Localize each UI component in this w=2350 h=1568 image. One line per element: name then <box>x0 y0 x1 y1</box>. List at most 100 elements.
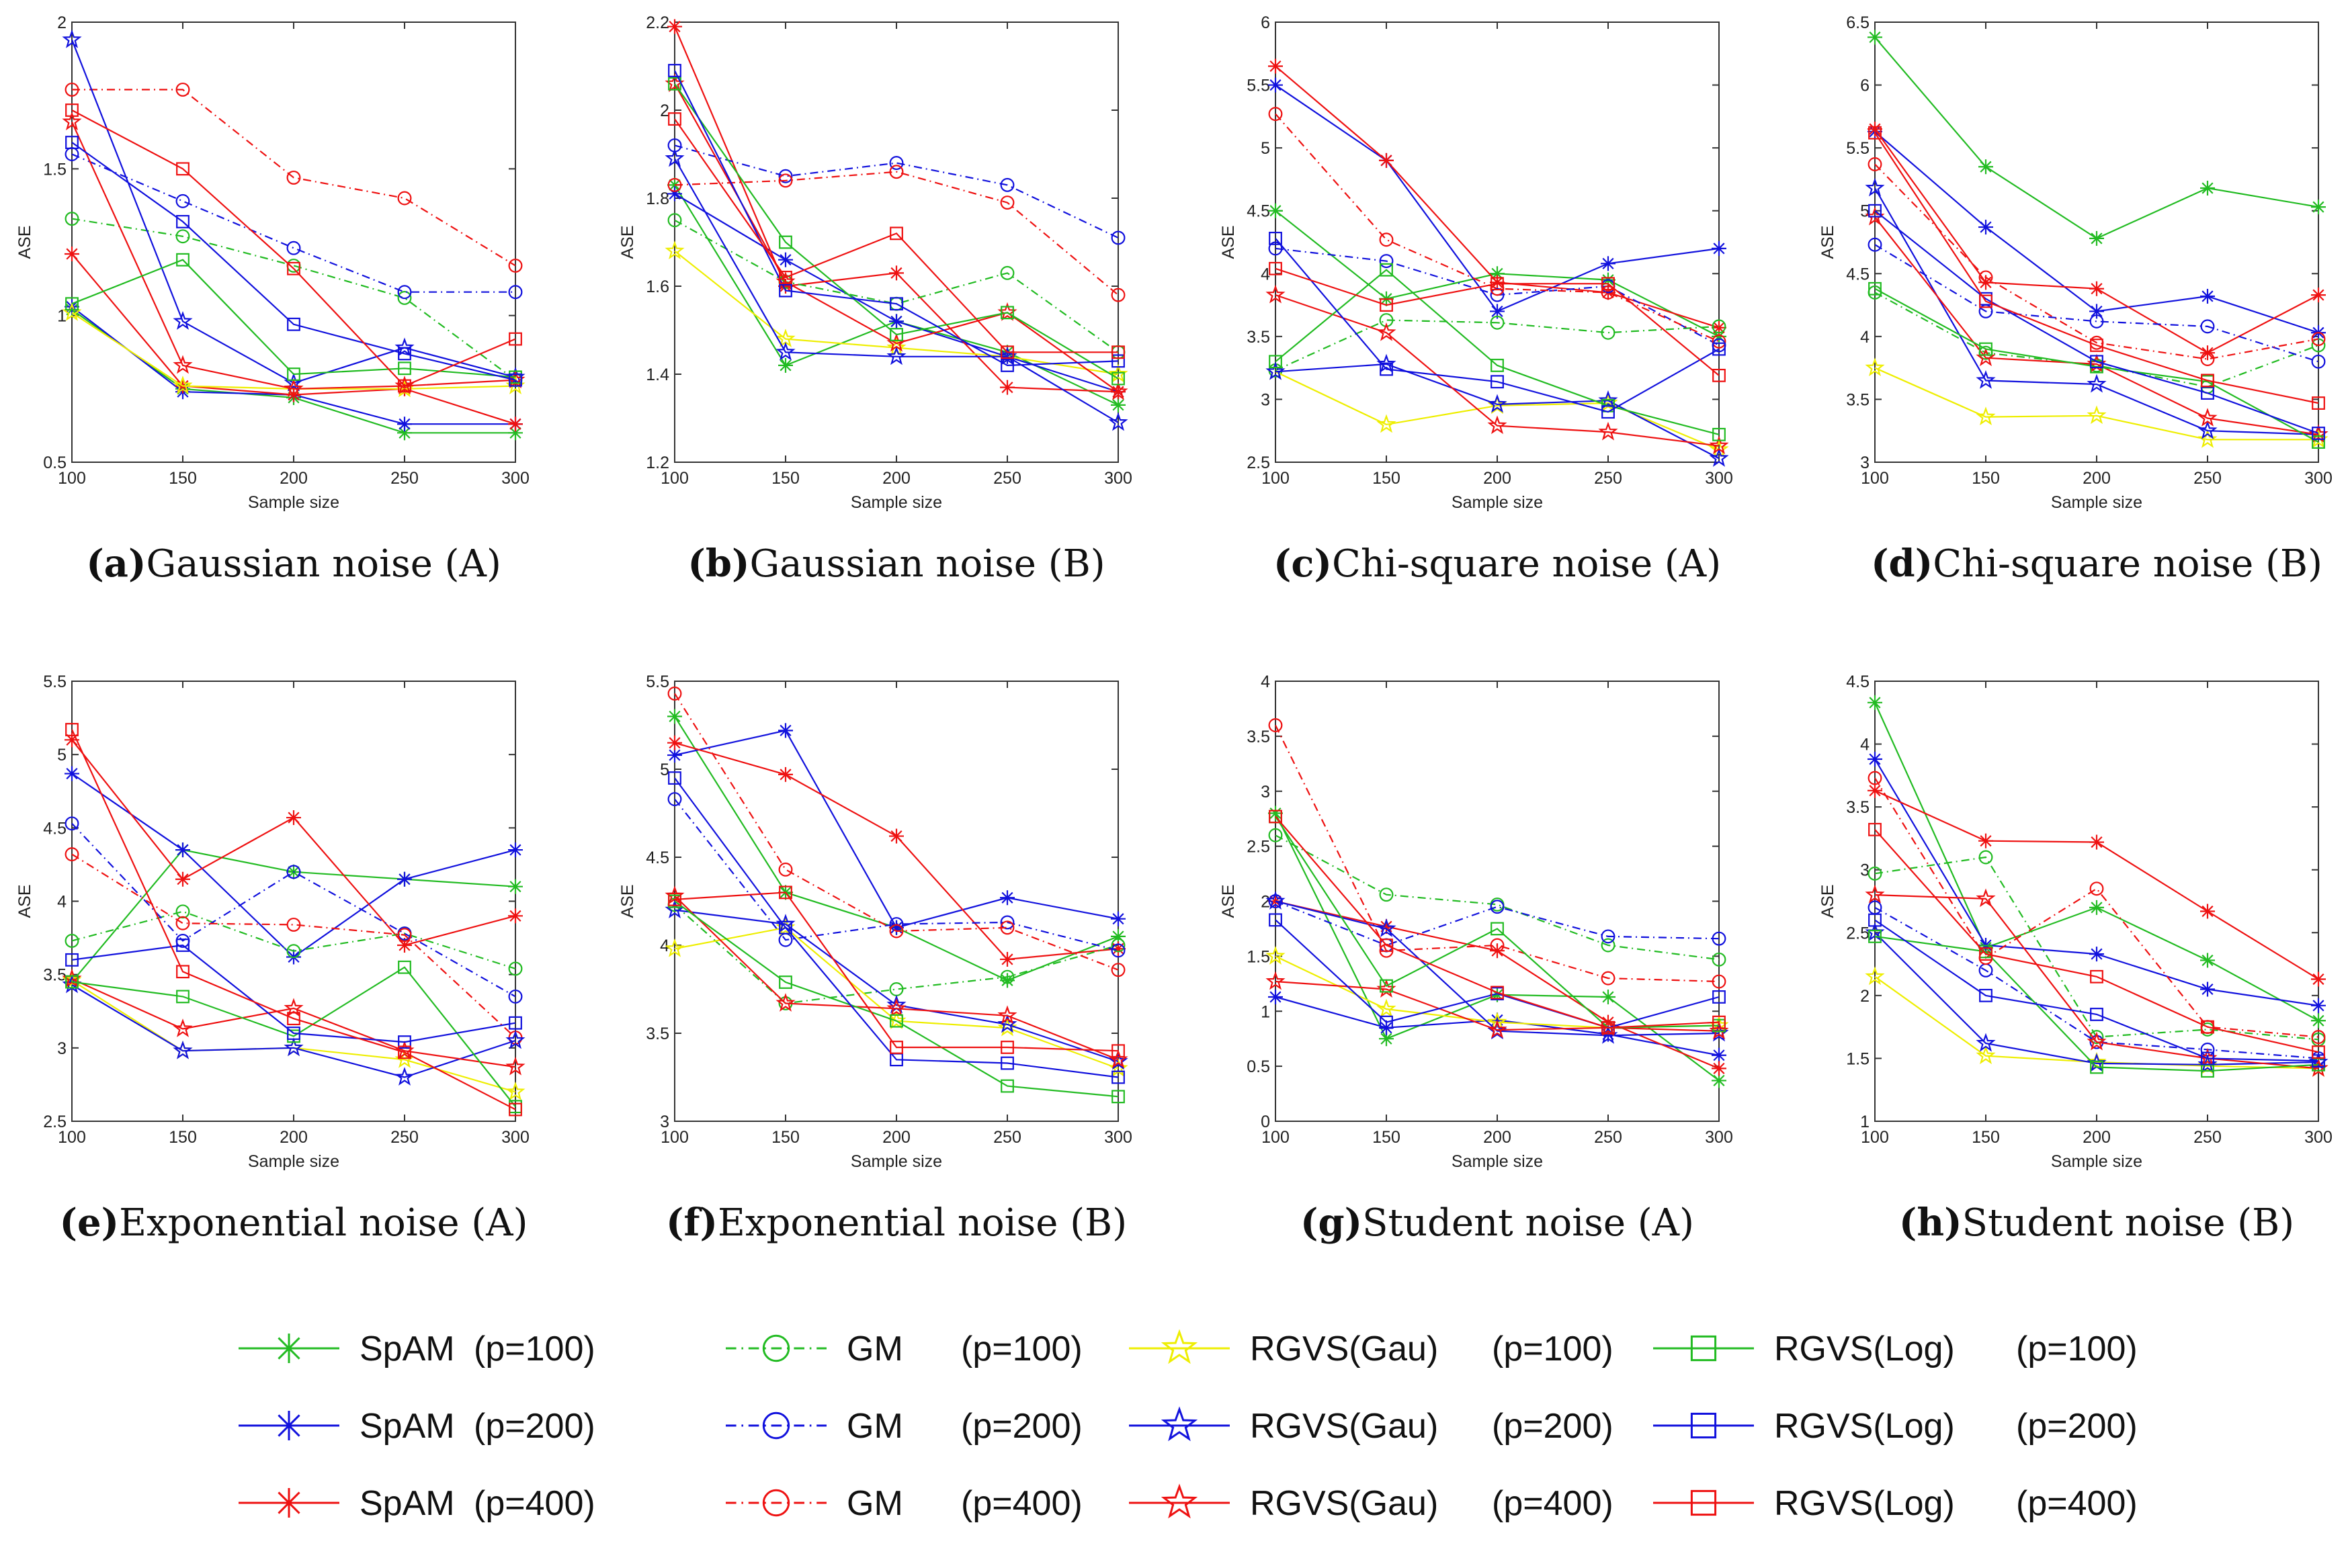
y-tick-label: 3 <box>1860 861 1870 880</box>
point-gm_200-marker-0 <box>667 792 682 806</box>
point-rgvs_log_200-marker-4 <box>2312 1054 2325 1068</box>
point-gm_100-marker-4 <box>1712 952 1726 967</box>
point-rgvs_gau_400-marker-2 <box>284 998 304 1017</box>
y-tick-label: 3.5 <box>1846 798 1870 817</box>
legend-p-label: (p=400) <box>1492 1484 1613 1523</box>
point-rgvs_log_100-marker-3 <box>1001 306 1014 320</box>
point-gm_400-marker-2 <box>286 917 301 932</box>
point-gm_200-marker-3 <box>2200 319 2215 334</box>
caption-letter: (e) <box>59 1201 120 1245</box>
caption-title: Chi-square noise (A) <box>1332 542 1722 586</box>
series-line-gm_400 <box>674 171 1119 296</box>
legend-entry-rgvs_log_400: RGVS(Log) (p=400) <box>1653 1484 2138 1523</box>
point-spam_100-marker-3 <box>397 425 412 441</box>
point-spam_100-marker-0 <box>1868 695 1882 710</box>
point-rgvs_log_100-marker-1 <box>176 253 190 267</box>
x-tick-label: 100 <box>1861 1128 1889 1147</box>
point-rgvs_log_100-marker-2 <box>890 328 903 341</box>
point-rgvs_gau_100-marker-1 <box>1976 1045 1996 1065</box>
point-spam_100-marker-2 <box>2089 900 2104 915</box>
x-tick-label: 200 <box>1483 1128 1511 1147</box>
y-tick-label: 5 <box>1261 139 1270 158</box>
x-tick-label: 150 <box>771 469 800 488</box>
point-gm_100-marker-2 <box>286 944 301 959</box>
point-rgvs_gau_400-marker-2 <box>1487 1019 1507 1039</box>
point-rgvs_log_200-marker-0 <box>65 953 79 967</box>
point-rgvs_gau_100-marker-1 <box>1976 406 1996 426</box>
series-line-gm_400 <box>72 89 516 267</box>
point-rgvs_log_200-marker-4 <box>509 1016 522 1030</box>
series-line-rgvs_gau_200 <box>674 158 1119 423</box>
point-rgvs_log_100-marker-3 <box>1001 1079 1014 1093</box>
y-tick-label: 3 <box>1261 783 1270 801</box>
point-spam_400-marker-1 <box>778 767 793 782</box>
series-line-rgvs_log_200 <box>1275 919 1720 1029</box>
point-rgvs_log_200-marker-1 <box>779 920 792 934</box>
legend-rgvs_log_100-marker <box>1690 1335 1717 1362</box>
point-spam_100-marker-4 <box>2311 200 2326 215</box>
caption-letter: (f) <box>665 1201 718 1245</box>
point-gm_100-marker-4 <box>1712 319 1726 334</box>
x-tick-label: 200 <box>882 1128 911 1147</box>
point-rgvs_log_100-marker-4 <box>1111 372 1125 386</box>
point-rgvs_log_400-marker-2 <box>2090 339 2103 352</box>
point-gm_200-marker-3 <box>397 285 412 300</box>
y-axis-label: ASE <box>1818 884 1837 918</box>
series-line-gm_200 <box>1874 906 2319 1059</box>
point-rgvs_log_200-marker-0 <box>668 64 681 77</box>
point-gm_100-marker-2 <box>2089 1030 2104 1045</box>
point-spam_200-marker-0 <box>1268 989 1283 1004</box>
series-line-rgvs_gau_400 <box>1874 216 2319 435</box>
series-line-rgvs_log_400 <box>674 891 1119 1052</box>
legend-entry-gm_200: GM (p=200) <box>726 1407 1083 1446</box>
point-rgvs_gau_200-marker-0 <box>665 148 685 167</box>
point-spam_100-marker-1 <box>1978 159 1993 175</box>
series-line-rgvs_log_400 <box>1275 267 1720 376</box>
caption-letter: (d) <box>1871 541 1933 586</box>
point-rgvs_log_200-marker-4 <box>1111 1070 1125 1084</box>
point-rgvs_gau_400-marker-0 <box>1265 284 1286 304</box>
point-rgvs_log_400-marker-3 <box>1001 345 1014 359</box>
point-rgvs_log_400-marker-0 <box>1269 810 1282 824</box>
x-tick-label: 100 <box>58 1128 86 1147</box>
point-rgvs_gau_200-marker-1 <box>1376 918 1396 937</box>
point-rgvs_gau_100-marker-1 <box>1376 998 1396 1018</box>
legend-gm_100-marker <box>762 1334 790 1362</box>
point-gm_200-marker-3 <box>1000 915 1015 930</box>
series-rgvs_log_100 <box>668 894 1125 1104</box>
series-rgvs_log_400 <box>1269 261 1726 382</box>
x-axis-label: Sample size <box>1452 493 1543 512</box>
point-rgvs_log_400-marker-3 <box>1001 1041 1014 1054</box>
point-rgvs_gau_100-marker-4 <box>1709 439 1729 458</box>
point-rgvs_log_400-marker-4 <box>1111 1044 1125 1058</box>
point-rgvs_log_200-marker-1 <box>1979 988 1992 1002</box>
legend-gm_400-marker <box>762 1489 790 1517</box>
point-rgvs_log_400-marker-2 <box>890 226 903 241</box>
point-rgvs_log_400-marker-0 <box>1868 126 1882 140</box>
series-rgvs_log_400 <box>668 885 1125 1058</box>
series-line-rgvs_log_100 <box>674 83 1119 380</box>
point-gm_200-marker-4 <box>1712 931 1726 946</box>
series-line-rgvs_gau_400 <box>1275 294 1720 447</box>
y-tick-label: 1.6 <box>646 277 669 296</box>
plot-area <box>1275 21 1720 463</box>
point-spam_100-marker-3 <box>2200 181 2215 196</box>
point-rgvs_gau_200-marker-2 <box>886 346 907 365</box>
series-line-gm_100 <box>1874 292 2319 388</box>
series-rgvs_log_400 <box>1868 822 2325 1059</box>
series-line-gm_100 <box>71 218 516 381</box>
point-rgvs_log_400-marker-4 <box>2312 1045 2325 1059</box>
point-rgvs_log_400-marker-1 <box>1979 294 1992 308</box>
y-tick-label: 3.5 <box>43 966 67 985</box>
series-line-gm_200 <box>71 153 515 293</box>
point-gm_400-marker-4 <box>2311 332 2326 347</box>
x-tick-label: 150 <box>1372 469 1400 488</box>
point-gm_200-marker-3 <box>1000 177 1015 192</box>
point-rgvs_log_100-marker-3 <box>2201 1064 2214 1078</box>
series-line-rgvs_log_100 <box>1275 269 1720 435</box>
point-spam_200-marker-1 <box>175 842 190 858</box>
x-tick-label: 300 <box>2304 1128 2333 1147</box>
y-tick-label: 4 <box>1261 672 1270 691</box>
point-rgvs_gau_400-marker-2 <box>1487 415 1507 435</box>
